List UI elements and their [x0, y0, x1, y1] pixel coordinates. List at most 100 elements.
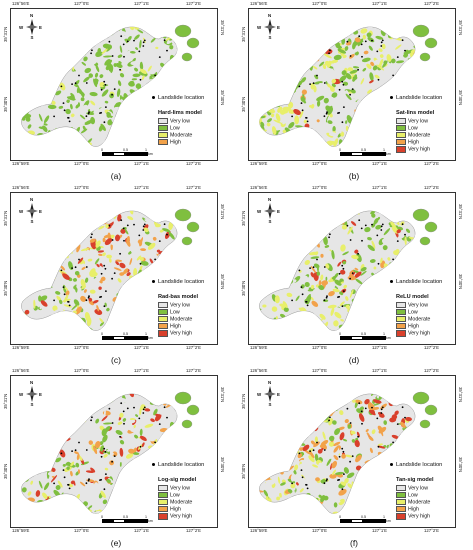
susceptibility-patch [415, 438, 421, 447]
susceptibility-patch [295, 59, 300, 64]
landslide-point [111, 55, 114, 57]
susceptibility-patch [361, 497, 366, 503]
landslide-point [408, 72, 410, 74]
susceptibility-patch [89, 238, 96, 243]
susceptibility-patch [353, 420, 359, 426]
susceptibility-patch [107, 119, 113, 126]
susceptibility-patch [112, 125, 118, 130]
susceptibility-patch [287, 62, 293, 67]
susceptibility-patch [144, 393, 148, 397]
susceptibility-patch [131, 472, 135, 476]
susceptibility-patch [122, 387, 131, 394]
landslide-point [360, 410, 363, 413]
susceptibility-patch [75, 319, 78, 323]
susceptibility-patch [418, 441, 422, 443]
susceptibility-patch [396, 226, 404, 231]
legend-label: Very low [170, 302, 191, 309]
susceptibility-patch [152, 393, 158, 401]
susceptibility-patch [21, 133, 26, 142]
latitude-label: 35°31'N [241, 210, 246, 226]
landslide-point [138, 302, 141, 305]
susceptibility-patch [130, 485, 137, 490]
landslide-point [309, 267, 311, 269]
susceptibility-patch [46, 210, 52, 215]
susceptibility-patch [284, 70, 291, 77]
susceptibility-patch [60, 420, 67, 429]
susceptibility-patch [179, 225, 187, 229]
landslide-point [65, 66, 68, 69]
susceptibility-patch [259, 45, 264, 51]
susceptibility-patch [18, 124, 21, 131]
susceptibility-patch [357, 313, 362, 320]
susceptibility-patch [324, 245, 330, 248]
susceptibility-patch [179, 432, 184, 437]
susceptibility-patch [145, 20, 152, 27]
susceptibility-patch [376, 486, 382, 494]
susceptibility-patch [116, 308, 120, 313]
susceptibility-patch [265, 75, 272, 82]
west-label: W [257, 208, 262, 214]
susceptibility-patch [267, 327, 273, 331]
susceptibility-patch [287, 101, 294, 109]
susceptibility-patch [97, 474, 106, 480]
susceptibility-patch [371, 115, 376, 122]
landslide-point [138, 417, 141, 420]
susceptibility-patch [383, 399, 388, 403]
susceptibility-patch [391, 414, 398, 420]
susceptibility-patch [345, 59, 355, 65]
landslide-point [318, 53, 321, 55]
susceptibility-patch [333, 243, 339, 248]
susceptibility-patch [74, 84, 79, 88]
landslide-point [139, 78, 142, 81]
susceptibility-patch [47, 104, 57, 110]
susceptibility-patch [73, 145, 78, 147]
susceptibility-patch [371, 501, 376, 510]
susceptibility-patch [103, 210, 108, 216]
susceptibility-patch [293, 426, 303, 432]
susceptibility-patch [310, 296, 314, 301]
susceptibility-patch [387, 489, 393, 493]
landslide-point [105, 106, 107, 108]
susceptibility-patch [334, 279, 342, 286]
susceptibility-patch [378, 286, 384, 294]
landslide-point [341, 305, 344, 308]
susceptibility-patch [328, 29, 334, 35]
susceptibility-patch [73, 278, 77, 282]
susceptibility-patch [308, 237, 312, 246]
susceptibility-patch [285, 271, 293, 277]
susceptibility-patch [370, 277, 378, 284]
susceptibility-patch [53, 44, 61, 50]
susceptibility-patch [326, 458, 332, 466]
scale-bar: 0 0.5 1 km [101, 332, 153, 340]
susceptibility-patch [109, 35, 114, 40]
susceptibility-patch [89, 270, 97, 275]
susceptibility-patch [127, 425, 134, 431]
susceptibility-patch [378, 91, 384, 97]
susceptibility-patch [51, 417, 56, 422]
susceptibility-patch [162, 267, 167, 275]
susceptibility-patch [286, 503, 291, 508]
landslide-point [343, 290, 345, 292]
susceptibility-patch [386, 444, 389, 448]
susceptibility-patch [155, 445, 161, 449]
longitude-label: 127°0'E [74, 1, 89, 6]
susceptibility-patch [398, 288, 402, 293]
susceptibility-patch [269, 100, 273, 105]
susceptibility-patch [67, 203, 76, 212]
susceptibility-patch [82, 486, 85, 493]
susceptibility-patch [290, 43, 293, 49]
susceptibility-patch [281, 400, 286, 405]
susceptibility-patch [285, 452, 294, 459]
susceptibility-patch [150, 206, 153, 210]
legend-item: Very low [396, 118, 430, 125]
susceptibility-patch [297, 328, 302, 331]
susceptibility-patch [354, 271, 362, 279]
susceptibility-patch [358, 383, 366, 391]
susceptibility-patch [344, 445, 352, 449]
latitude-label: 35°30'N [220, 90, 225, 106]
susceptibility-patch [392, 266, 396, 273]
susceptibility-patch [131, 464, 137, 470]
susceptibility-patch [325, 105, 331, 112]
susceptibility-patch [95, 64, 100, 73]
susceptibility-patch [124, 288, 128, 292]
